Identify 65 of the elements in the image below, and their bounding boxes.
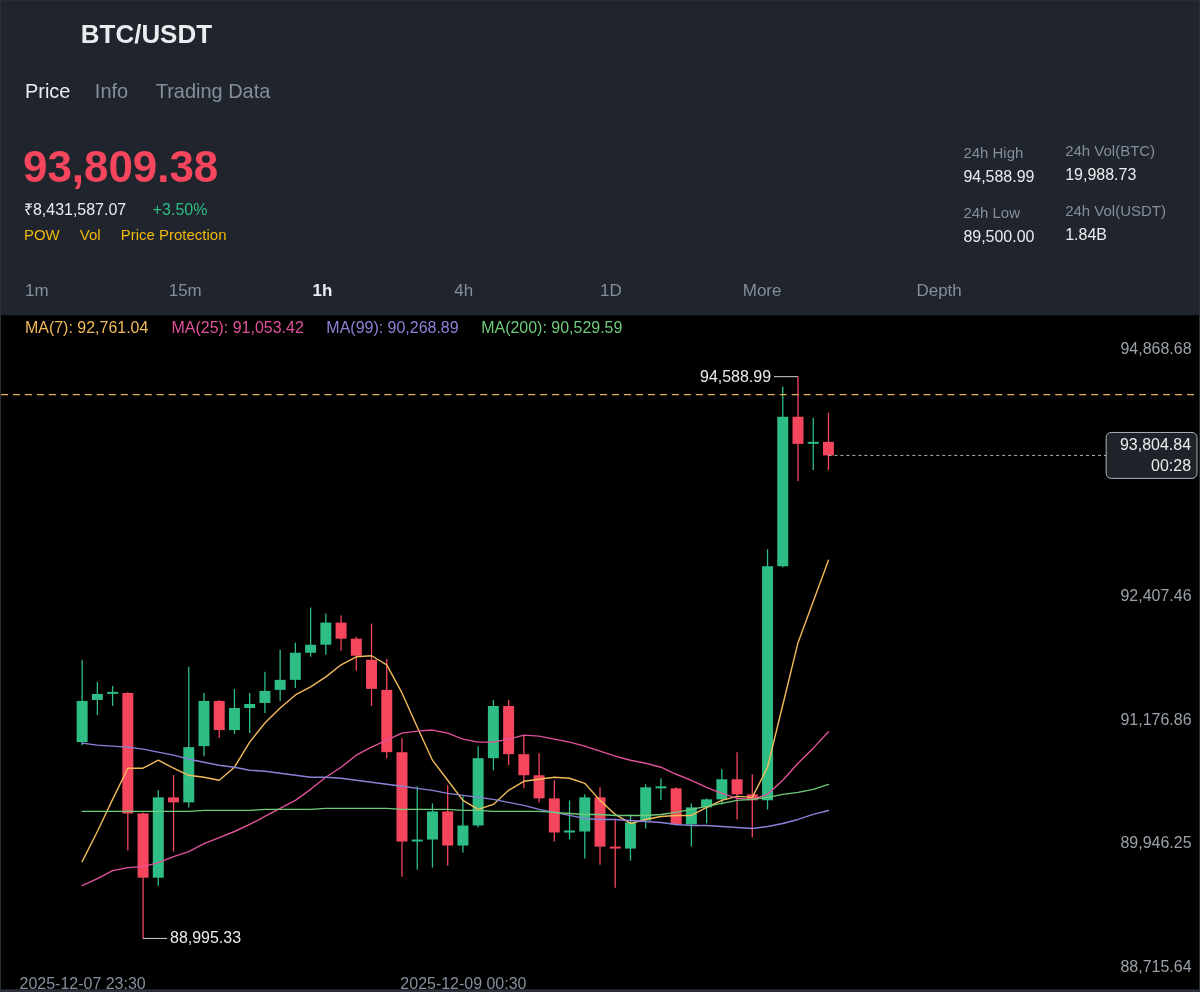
text: +3.50% bbox=[152, 201, 208, 219]
text: 1.84B bbox=[1065, 226, 1107, 244]
text: 4h bbox=[454, 281, 474, 301]
candlestick bbox=[259, 671, 271, 714]
candlestick bbox=[350, 636, 362, 672]
text: 15m bbox=[168, 281, 202, 301]
candlestick bbox=[716, 768, 728, 806]
text: 1h bbox=[312, 281, 333, 301]
line-series bbox=[81, 729, 830, 887]
text: Price Protection bbox=[120, 226, 227, 244]
text: 19,988.73 bbox=[1065, 165, 1137, 183]
candlestick bbox=[564, 799, 576, 841]
candlestick bbox=[731, 751, 743, 821]
candlestick bbox=[107, 685, 119, 707]
text: 24h Low bbox=[963, 204, 1021, 222]
x-tick-label: 2025-12-07 23:30 bbox=[19, 974, 146, 992]
candlestick bbox=[228, 688, 240, 735]
text: 1m bbox=[24, 281, 49, 301]
annotation: 00:28 bbox=[1151, 457, 1192, 475]
text: MA(7): 92,761.04 bbox=[24, 319, 149, 337]
candlestick bbox=[335, 614, 347, 652]
line-series bbox=[81, 559, 830, 863]
candlestick bbox=[457, 795, 469, 854]
candlestick bbox=[244, 692, 256, 734]
text: 24h High bbox=[963, 143, 1024, 161]
text: More bbox=[742, 281, 782, 301]
candlestick bbox=[533, 752, 545, 804]
line-series bbox=[81, 742, 830, 830]
candlestick bbox=[305, 606, 317, 658]
candlestick bbox=[609, 817, 621, 889]
text: Info bbox=[94, 79, 129, 102]
candlestick bbox=[822, 412, 834, 471]
text: 1D bbox=[600, 281, 622, 301]
candlestick bbox=[320, 612, 332, 656]
text: MA(99): 90,268.89 bbox=[326, 319, 459, 337]
text: ₹8,431,587.07 bbox=[23, 201, 127, 219]
candlestick bbox=[274, 649, 286, 702]
text: 93,809.38 bbox=[22, 141, 219, 191]
y-tick-label: 91,176.86 bbox=[1120, 710, 1192, 728]
candlestick bbox=[807, 417, 819, 471]
y-tick-label: 89,946.25 bbox=[1120, 834, 1192, 852]
candlestick bbox=[91, 681, 103, 716]
annotation: 94,588.99 bbox=[700, 367, 772, 385]
y-tick-label: 92,407.46 bbox=[1120, 587, 1192, 605]
text: POW bbox=[23, 226, 61, 244]
text: MA(25): 91,053.42 bbox=[171, 319, 304, 337]
text: 24h Vol(BTC) bbox=[1065, 141, 1156, 159]
text: MA(200): 90,529.59 bbox=[481, 319, 623, 337]
y-tick-label: 88,715.64 bbox=[1120, 958, 1192, 976]
ref-line-label: 93,804.84 bbox=[1119, 436, 1192, 454]
text: Vol bbox=[79, 226, 101, 244]
text: Price bbox=[24, 79, 71, 102]
text: Depth bbox=[916, 281, 962, 301]
text: 94,588.99 bbox=[963, 167, 1035, 185]
annotation: 88,995.33 bbox=[170, 929, 242, 947]
text: Trading Data bbox=[155, 79, 272, 102]
x-tick-label: 2025-12-09 00:30 bbox=[400, 974, 527, 992]
text: 24h Vol(USDT) bbox=[1065, 202, 1166, 220]
candlestick bbox=[655, 777, 667, 802]
y-tick-label: 94,868.68 bbox=[1120, 340, 1192, 358]
chart-title: BTC/USDT bbox=[80, 19, 213, 48]
candlestick bbox=[168, 774, 180, 853]
candlestick bbox=[411, 785, 423, 871]
candlestick bbox=[518, 735, 530, 789]
text: 89,500.00 bbox=[963, 228, 1035, 246]
